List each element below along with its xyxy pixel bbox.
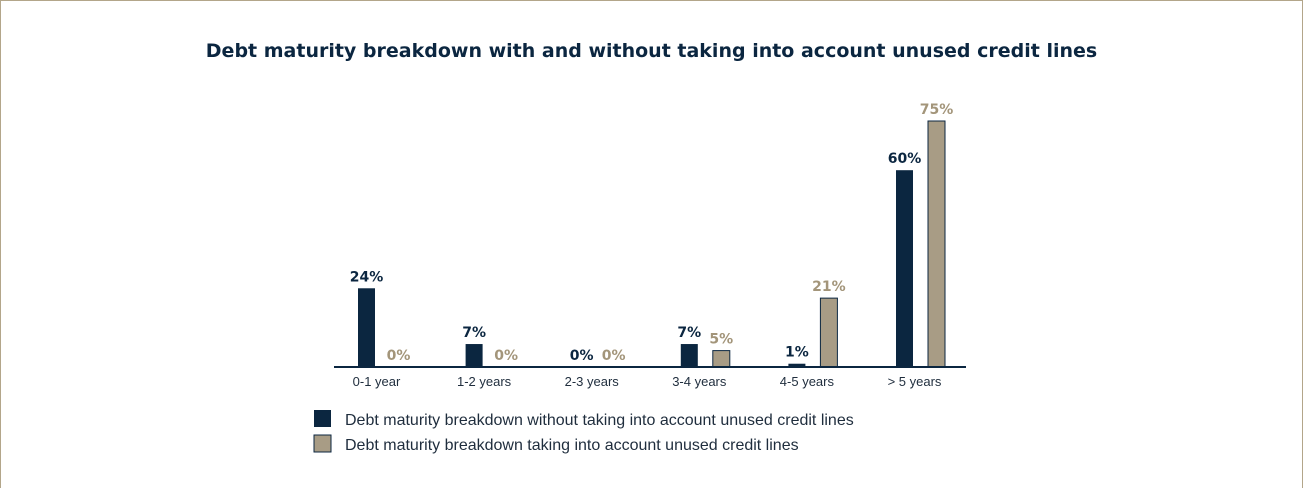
bar-with-credit-lines xyxy=(819,297,838,368)
legend-swatch xyxy=(314,410,331,427)
x-tick-label: 0-1 year xyxy=(353,374,401,389)
data-label: 0% xyxy=(494,348,518,364)
bar-without-credit-lines xyxy=(680,344,698,367)
bar-with-credit-lines xyxy=(712,350,731,368)
data-label: 21% xyxy=(812,279,846,295)
bar-without-credit-lines xyxy=(788,363,806,367)
data-label: 60% xyxy=(888,151,922,167)
x-tick-label: 2-3 years xyxy=(565,374,620,389)
data-label: 1% xyxy=(785,345,809,361)
legend-label: Debt maturity breakdown taking into acco… xyxy=(345,437,799,454)
data-label: 5% xyxy=(709,332,733,348)
bar-without-credit-lines xyxy=(896,170,913,367)
chart-title: Debt maturity breakdown with and without… xyxy=(205,40,1098,62)
data-label: 7% xyxy=(677,325,701,341)
legend-swatch xyxy=(313,434,332,453)
bar-without-credit-lines xyxy=(358,288,375,367)
data-label: 75% xyxy=(920,102,954,118)
bar-with-credit-lines xyxy=(927,120,946,368)
data-label: 0% xyxy=(387,348,411,364)
data-label: 7% xyxy=(462,325,486,341)
legend-label: Debt maturity breakdown without taking i… xyxy=(345,412,854,429)
data-label: 0% xyxy=(602,348,626,364)
bar-without-credit-lines xyxy=(465,344,483,367)
data-label: 0% xyxy=(570,348,594,364)
x-tick-label: 4-5 years xyxy=(780,374,835,389)
x-tick-label: > 5 years xyxy=(888,374,942,389)
x-tick-label: 1-2 years xyxy=(457,374,512,389)
x-tick-label: 3-4 years xyxy=(672,374,727,389)
data-label: 24% xyxy=(350,269,384,285)
